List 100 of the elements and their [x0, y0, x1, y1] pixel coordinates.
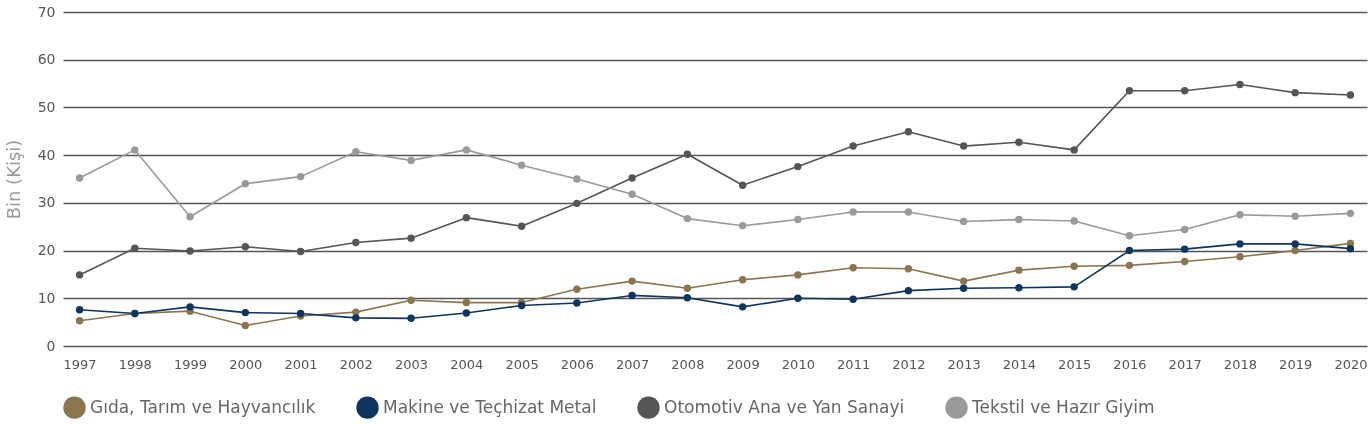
- legend-label: Gıda, Tarım ve Hayvancılık: [90, 396, 316, 417]
- x-tick-label: 2020: [1334, 356, 1368, 372]
- point: [1346, 209, 1355, 218]
- point: [959, 277, 968, 285]
- y-tick-label: 40: [37, 146, 56, 163]
- y-tick-label: 10: [37, 289, 56, 306]
- point: [1236, 80, 1244, 89]
- x-tick-label: 2013: [947, 356, 981, 372]
- point: [628, 174, 636, 182]
- point: [904, 208, 913, 216]
- point: [407, 234, 415, 242]
- point: [849, 295, 857, 303]
- x-tick-label: 2002: [339, 356, 373, 372]
- point: [462, 298, 471, 307]
- point: [1346, 91, 1355, 99]
- point: [131, 244, 139, 252]
- point: [296, 172, 305, 181]
- point: [75, 306, 84, 314]
- point: [683, 214, 692, 223]
- point: [794, 271, 802, 279]
- point: [241, 321, 250, 330]
- point: [573, 199, 581, 208]
- point: [573, 285, 581, 293]
- y-tick-label: 30: [37, 194, 56, 211]
- point: [959, 284, 968, 292]
- point: [75, 174, 84, 182]
- x-tick-label: 2001: [284, 356, 318, 372]
- point: [462, 146, 471, 154]
- point: [794, 162, 802, 171]
- x-tick-label: 2005: [505, 356, 539, 372]
- point: [628, 190, 636, 198]
- x-tick-label: 2003: [395, 356, 429, 372]
- point: [1070, 262, 1078, 271]
- x-tick-label: 2018: [1223, 356, 1257, 372]
- x-tick-label: 2009: [726, 356, 760, 372]
- point: [849, 264, 857, 272]
- x-tick-label: 1997: [63, 356, 97, 372]
- x-tick-label: 2007: [616, 356, 650, 372]
- point: [849, 208, 857, 216]
- point: [849, 142, 857, 150]
- x-tick-label: 2011: [837, 356, 871, 372]
- point: [1015, 266, 1023, 274]
- point: [352, 238, 360, 247]
- point: [1236, 211, 1244, 219]
- point: [683, 150, 692, 158]
- point: [738, 181, 747, 189]
- point: [959, 217, 968, 226]
- point: [1346, 244, 1355, 253]
- point: [738, 222, 747, 230]
- point: [904, 265, 913, 273]
- point: [1180, 87, 1189, 95]
- point: [683, 294, 692, 302]
- legend-label: Otomotiv Ana ve Yan Sanayi: [664, 396, 905, 417]
- point: [794, 294, 802, 302]
- point: [352, 314, 360, 322]
- point: [1015, 215, 1023, 224]
- point: [352, 148, 360, 156]
- point: [241, 180, 250, 188]
- point: [241, 308, 250, 317]
- point: [407, 314, 415, 323]
- point: [1236, 240, 1244, 248]
- point: [738, 275, 747, 284]
- point: [1125, 261, 1134, 270]
- y-tick-label: 0: [46, 337, 56, 354]
- x-tick-label: 2012: [892, 356, 926, 372]
- point: [1180, 257, 1189, 266]
- point: [573, 175, 581, 183]
- point: [1125, 87, 1134, 95]
- x-tick-label: 2008: [671, 356, 705, 372]
- point: [517, 222, 526, 230]
- point: [1291, 212, 1299, 220]
- point: [1180, 225, 1189, 234]
- point: [241, 243, 250, 251]
- x-tick-label: 2000: [229, 356, 263, 372]
- point: [462, 309, 471, 317]
- point: [573, 299, 581, 307]
- point: [186, 303, 194, 311]
- x-tick-label: 2017: [1168, 356, 1202, 372]
- point: [1291, 88, 1299, 97]
- x-tick-label: 2014: [1002, 356, 1036, 372]
- legend-label: Makine ve Teçhizat Metal: [383, 396, 597, 417]
- point: [517, 161, 526, 169]
- point: [186, 247, 194, 255]
- point: [131, 146, 139, 154]
- point: [1015, 138, 1023, 146]
- x-tick-label: 2010: [781, 356, 815, 372]
- point: [1180, 245, 1189, 253]
- legend-label: Tekstil ve Hazır Giyim: [971, 396, 1155, 417]
- point: [1015, 284, 1023, 292]
- point: [683, 284, 692, 292]
- point: [628, 291, 636, 300]
- x-tick-label: 2006: [560, 356, 594, 372]
- point: [462, 213, 471, 222]
- x-tick-label: 2015: [1058, 356, 1092, 372]
- x-tick-label: 2004: [450, 356, 484, 372]
- point: [1125, 246, 1134, 255]
- x-tick-label: 2019: [1279, 356, 1313, 372]
- point: [738, 303, 747, 311]
- x-tick-label: 1998: [118, 356, 152, 372]
- point: [186, 212, 194, 221]
